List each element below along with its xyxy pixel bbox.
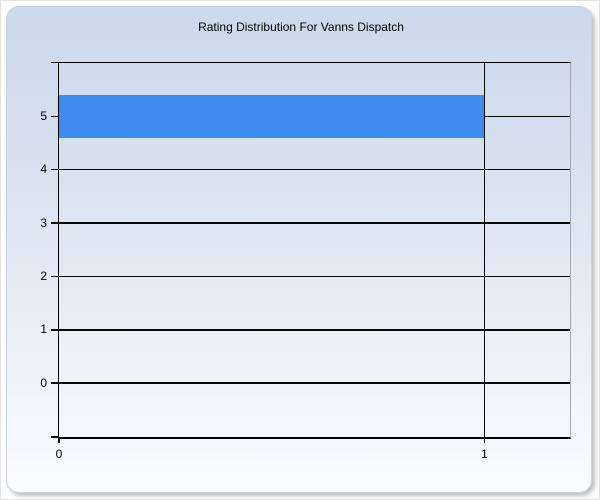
y-axis-tick-5	[51, 115, 59, 118]
plot-area: 5 4 3 2 1 0 0 1	[40, 61, 571, 461]
y-axis-tick-2	[51, 275, 59, 278]
gridline-y-3	[59, 222, 570, 224]
y-axis-tick-top	[51, 61, 59, 63]
x-axis-tick-1	[483, 436, 486, 443]
chart-title: Rating Distribution For Vanns Dispatch	[198, 20, 404, 34]
y-axis-tick-1	[51, 329, 59, 331]
y-axis-tick-bottom	[51, 436, 59, 438]
gridline-y-0	[59, 382, 570, 384]
chart-panel	[6, 6, 592, 493]
gridline-y-4	[59, 168, 570, 171]
y-axis-tick-0	[51, 382, 59, 384]
x-axis-label-1: 1	[481, 446, 488, 461]
y-axis-label-4: 4	[40, 162, 47, 177]
x-axis-tick-0	[58, 436, 60, 443]
y-axis-label-5: 5	[40, 108, 47, 123]
gridline-y-2	[59, 275, 570, 278]
y-axis-label-0: 0	[40, 375, 47, 390]
y-axis-tick-3	[51, 222, 59, 224]
gridline-x-1	[483, 63, 486, 437]
x-axis-label-0: 0	[55, 446, 63, 461]
bar-rating-5	[59, 94, 485, 138]
y-axis-tick-4	[51, 168, 59, 171]
y-axis-label-1: 1	[40, 322, 47, 337]
y-axis-label-2: 2	[40, 268, 47, 283]
y-axis-label-3: 3	[40, 215, 47, 230]
gridline-y-1	[59, 329, 570, 331]
